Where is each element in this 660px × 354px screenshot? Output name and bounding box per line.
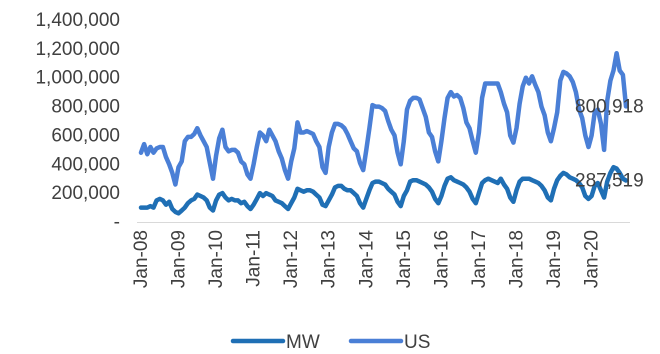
series-line-mw — [138, 164, 629, 216]
x-tick-label: Jan-11 — [244, 230, 265, 287]
legend-label-mw: MW — [286, 332, 320, 353]
x-tick-label: Jan-10 — [206, 230, 227, 288]
data-label-us: 800,918 — [575, 96, 644, 117]
y-tick-label: 1,400,000 — [35, 10, 120, 31]
legend: MW US — [230, 332, 430, 353]
y-tick-label: 200,000 — [51, 183, 120, 204]
x-tick-label: Jan-09 — [169, 230, 190, 288]
x-tick-label: Jan-12 — [281, 230, 302, 288]
y-axis: - 200,000 400,000 600,000 800,000 1,000,000 1,… — [35, 10, 120, 233]
y-tick-label: 1,200,000 — [35, 39, 120, 60]
y-tick-label: - — [114, 212, 120, 233]
x-tick-label: Jan-18 — [506, 230, 527, 288]
y-tick-label: 800,000 — [51, 97, 120, 118]
x-tick-label: Jan-15 — [394, 230, 415, 288]
series-line-us — [138, 50, 629, 187]
x-tick-label: Jan-14 — [356, 230, 377, 289]
data-labels: 800,918 287,519 — [575, 96, 644, 191]
y-tick-label: 600,000 — [51, 125, 120, 146]
x-tick-label: Jan-19 — [544, 230, 565, 288]
series-layer — [138, 50, 629, 216]
x-tick-label: Jan-13 — [319, 230, 340, 288]
x-axis: Jan-08 Jan-09 Jan-10 Jan-11 Jan-12 Jan-13 Jan-… — [131, 222, 630, 289]
data-label-mw: 287,519 — [575, 171, 644, 192]
legend-label-us: US — [404, 332, 430, 353]
x-tick-label: Jan-17 — [469, 230, 490, 288]
y-tick-label: 400,000 — [51, 154, 120, 175]
x-tick-label: Jan-08 — [131, 230, 152, 288]
x-tick-label: Jan-20 — [582, 230, 603, 288]
y-tick-label: 1,000,000 — [35, 68, 120, 89]
x-tick-label: Jan-16 — [431, 230, 452, 288]
